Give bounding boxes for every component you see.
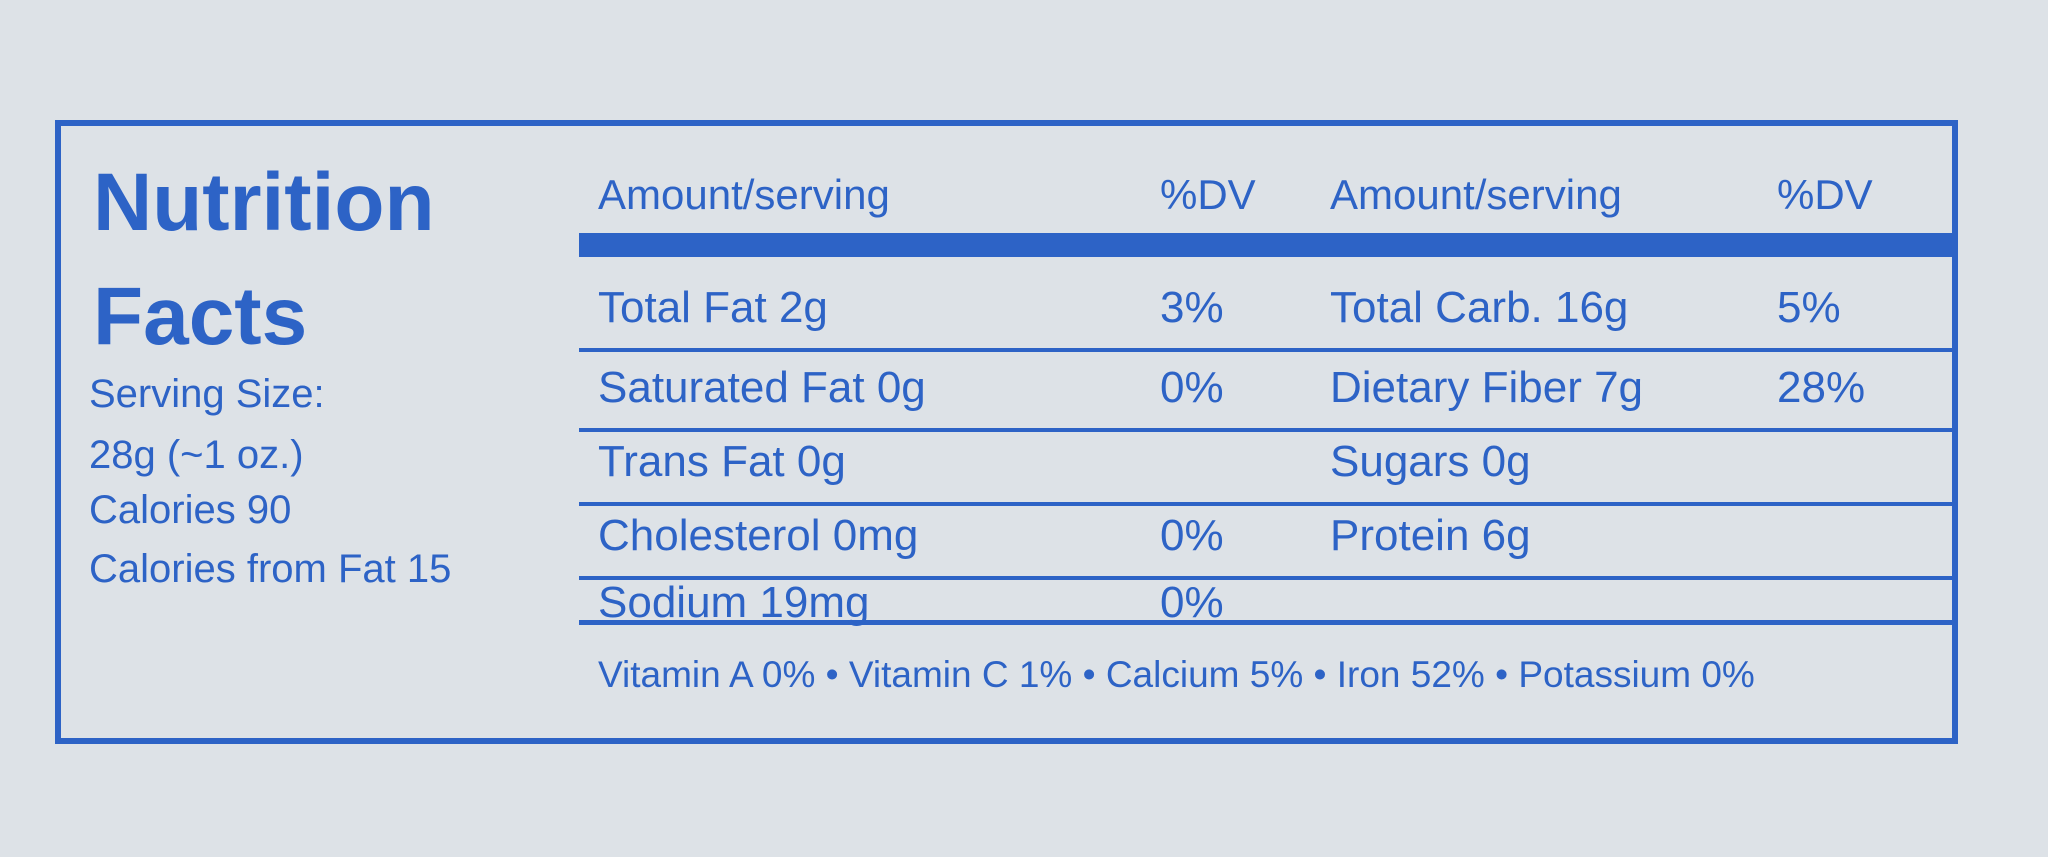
rule — [579, 620, 1952, 625]
title-line: Facts — [93, 271, 308, 362]
column-header: Amount/serving — [598, 171, 890, 218]
serving-line: Calories 90 — [89, 488, 292, 532]
row-rule — [579, 502, 1952, 506]
thick-rule — [579, 233, 1952, 257]
title-line: Nutrition — [93, 157, 435, 248]
serving-line: Calories from Fat 15 — [89, 547, 452, 591]
row-cell: Dietary Fiber 7g — [1330, 363, 1644, 412]
row-rule — [579, 348, 1952, 352]
row-cell: Trans Fat 0g — [598, 437, 846, 486]
serving-line: Serving Size: — [89, 372, 325, 416]
row-cell: Saturated Fat 0g — [598, 363, 926, 412]
row-cell: Cholesterol 0mg — [598, 511, 919, 560]
serving-line: 28g (~1 oz.) — [89, 433, 304, 477]
row-rule — [579, 428, 1952, 432]
row-cell: Protein 6g — [1330, 511, 1531, 560]
row-cell: 3% — [1160, 283, 1224, 332]
column-header: %DV — [1777, 171, 1873, 218]
row-cell: Sugars 0g — [1330, 437, 1531, 486]
row-cell: Total Carb. 16g — [1330, 283, 1629, 332]
row-cell: Total Fat 2g — [598, 283, 828, 332]
nutrition-label: Nutrition Facts Serving Size: 28g (~1 oz… — [55, 120, 1958, 744]
row-cell: Sodium 19mg — [598, 578, 870, 627]
column-header: Amount/serving — [1330, 171, 1622, 218]
row-cell: 0% — [1160, 511, 1224, 560]
column-header: %DV — [1160, 171, 1256, 218]
row-cell: 5% — [1777, 283, 1841, 332]
row-cell: 0% — [1160, 578, 1224, 627]
row-rule — [579, 576, 1952, 580]
row-cell: 0% — [1160, 363, 1224, 412]
footer-vitamins: Vitamin A 0% • Vitamin C 1% • Calcium 5%… — [598, 654, 1755, 695]
row-cell: 28% — [1777, 363, 1866, 412]
